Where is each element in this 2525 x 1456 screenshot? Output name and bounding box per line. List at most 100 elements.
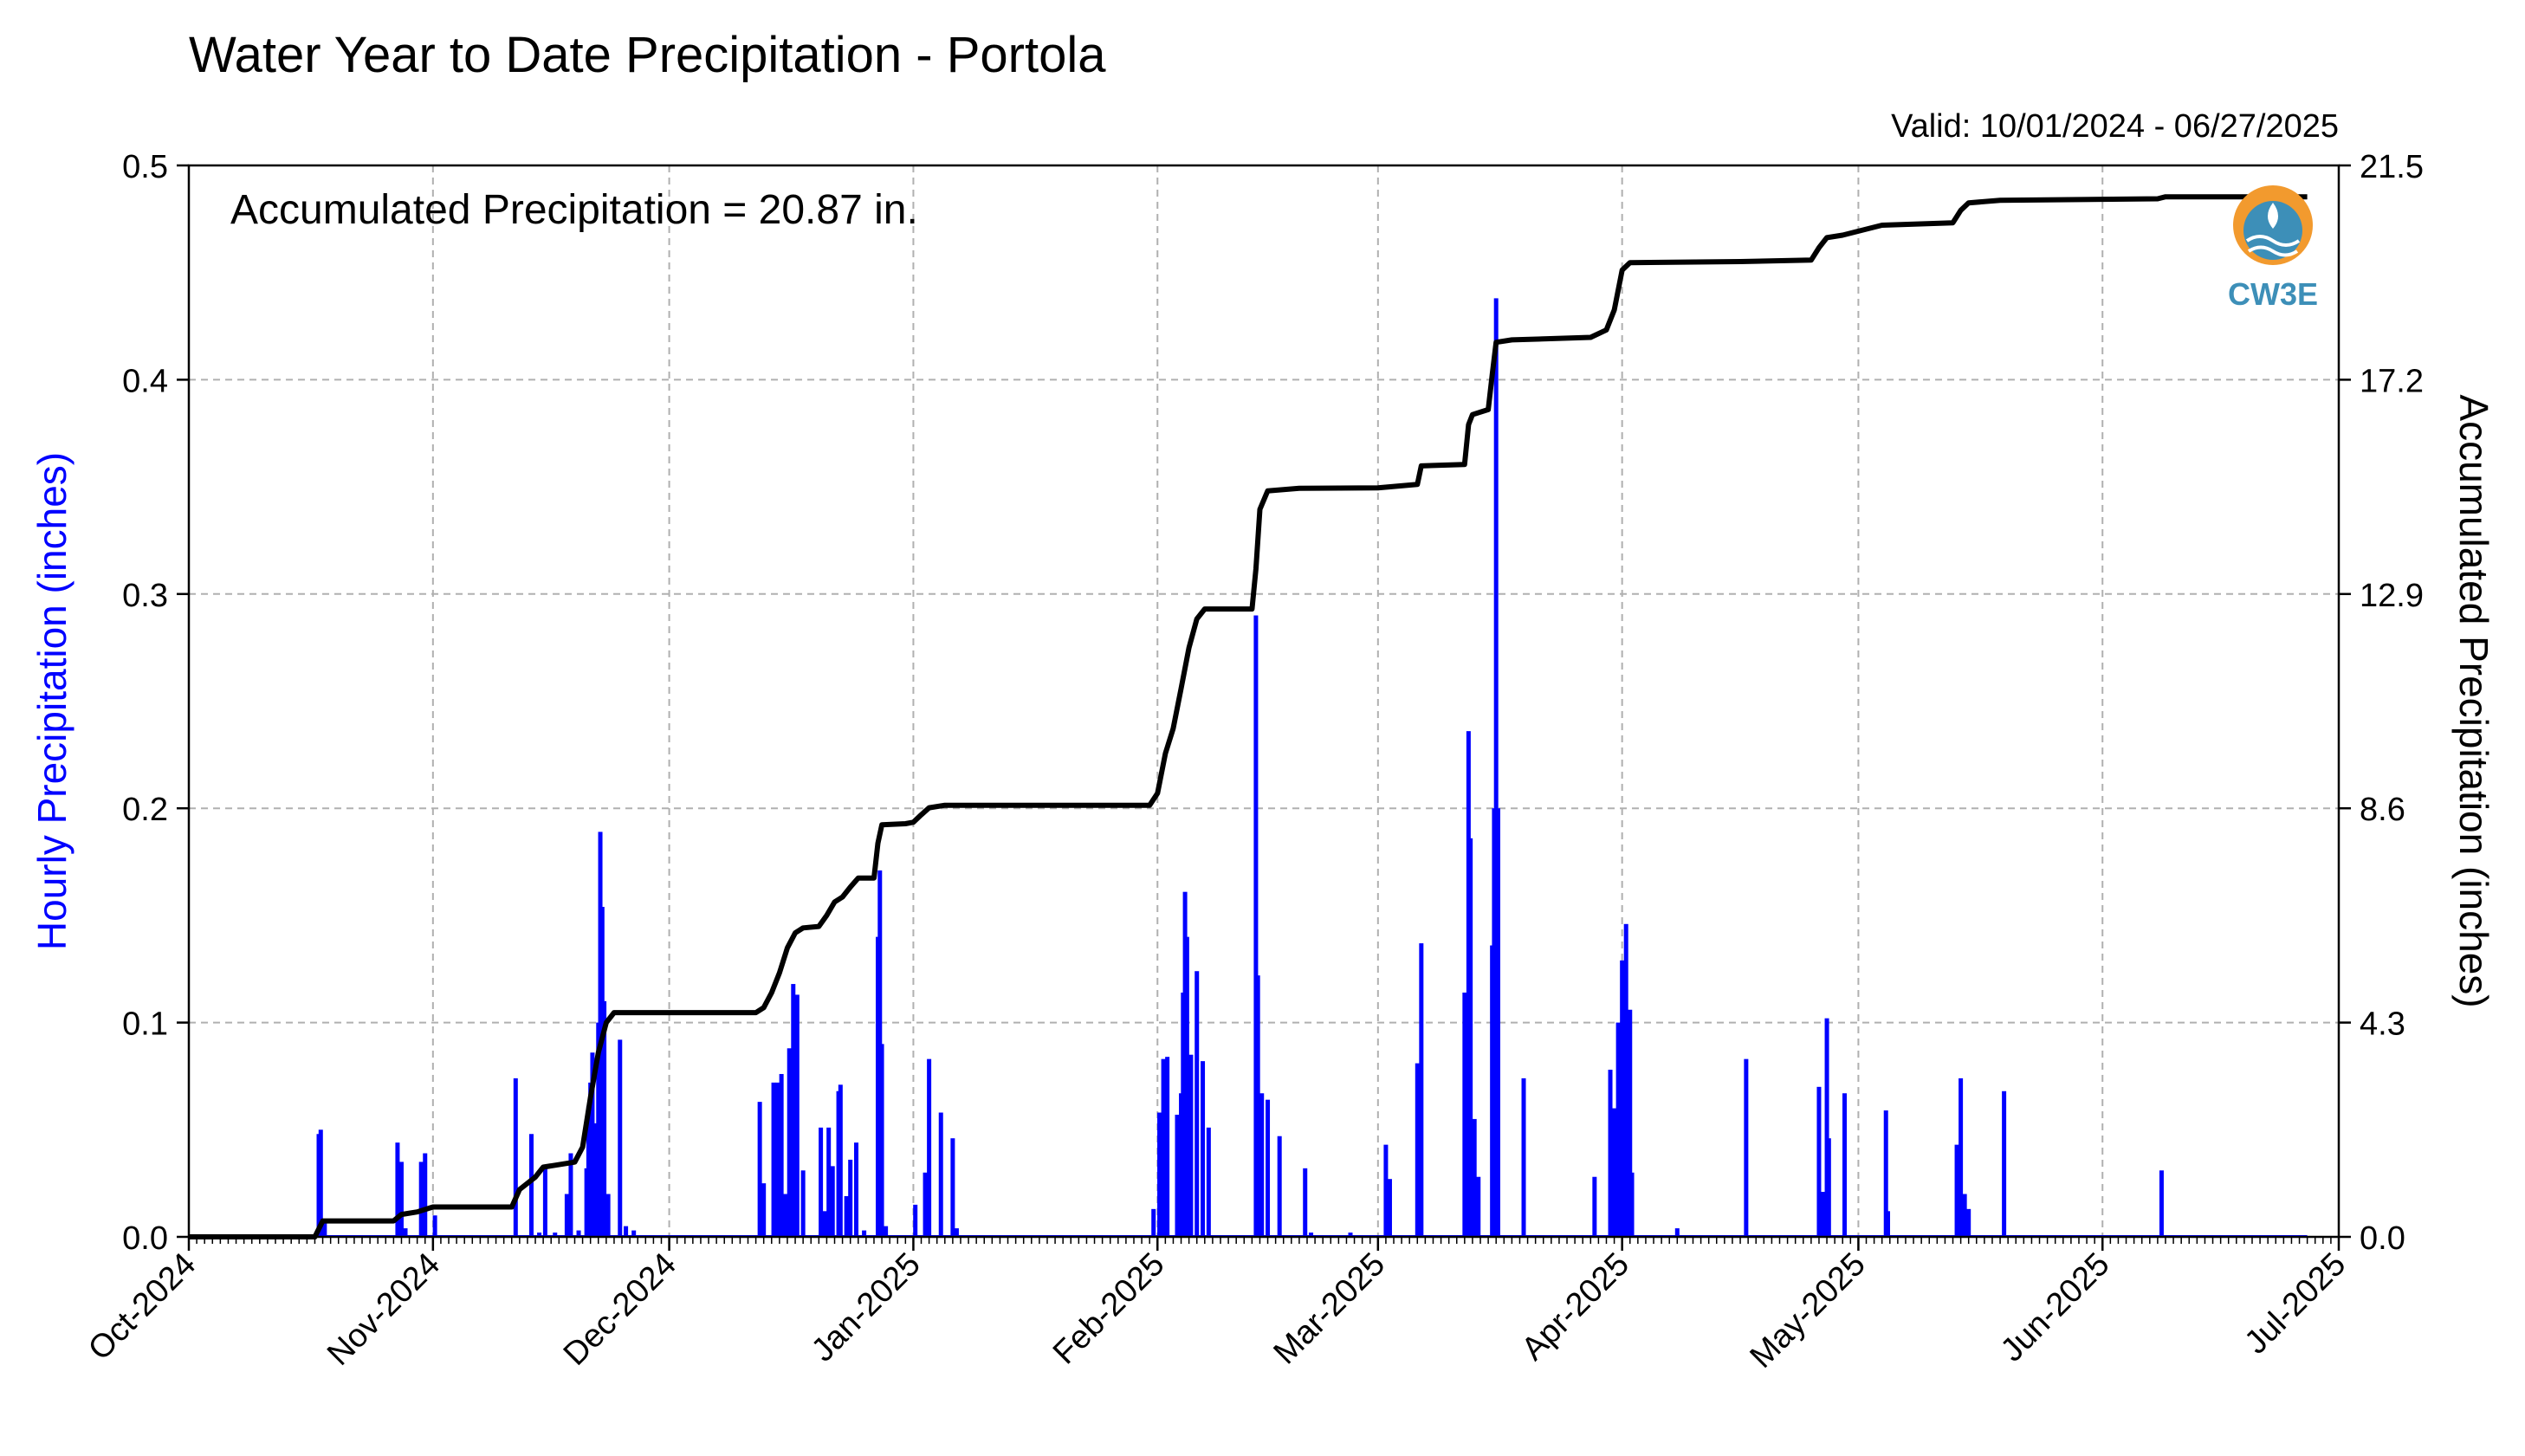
hourly-bar: [602, 1000, 607, 1237]
hourly-bar: [605, 1194, 611, 1237]
x-tick-label: Mar-2025: [1266, 1246, 1392, 1372]
hourly-bar: [1883, 1110, 1888, 1237]
hourly-bar: [1255, 975, 1260, 1237]
hourly-bar: [879, 1044, 884, 1237]
hourly-bar: [830, 1166, 835, 1237]
hourly-bar: [1476, 1176, 1481, 1237]
hourly-bar: [862, 1230, 867, 1237]
hourly-bar: [1157, 1112, 1162, 1237]
hourly-bar: [542, 1166, 547, 1237]
hourly-bar: [822, 1211, 827, 1237]
plot-frame: [187, 164, 2340, 1239]
hourly-bar: [950, 1138, 955, 1237]
hourly-bar: [1253, 615, 1259, 1237]
y-axis-title-left: Hourly Precipitation (inches): [29, 452, 74, 950]
hourly-bar: [1674, 1228, 1680, 1237]
hourly-bar: [1592, 1176, 1597, 1237]
hourly-bar: [913, 1204, 918, 1237]
valid-date-range: Valid: 10/01/2024 - 06/27/2025: [1891, 108, 2339, 145]
hourly-bar: [576, 1230, 581, 1237]
hourly-bar: [1415, 1063, 1420, 1237]
logo-wave-icon: [2247, 245, 2299, 257]
x-tick-label: Dec-2024: [557, 1246, 683, 1373]
gridlines: [189, 165, 2339, 1237]
hourly-bar: [783, 1194, 788, 1237]
hourly-bar: [794, 994, 800, 1237]
hourly-bar: [1495, 808, 1500, 1237]
hourly-bar: [318, 1129, 323, 1237]
y-tick-label-left: 0.0: [122, 1220, 168, 1257]
hourly-bar: [618, 1039, 623, 1237]
hourly-bar: [1383, 1144, 1389, 1237]
hourly-bar: [1175, 1114, 1180, 1237]
hourly-bar: [771, 1082, 776, 1237]
hourly-bar: [1824, 1018, 1829, 1237]
hourly-bar: [568, 1153, 573, 1237]
hourly-bar: [1201, 1061, 1206, 1237]
y-tick-label-right: 12.9: [2360, 578, 2424, 614]
hourly-bar: [564, 1194, 569, 1237]
y-tick-label-right: 17.2: [2360, 363, 2424, 399]
hourly-bar: [1151, 1208, 1156, 1237]
hourly-bar: [418, 1162, 424, 1237]
x-tick-label: Oct-2024: [81, 1246, 203, 1368]
hourly-bar: [553, 1233, 558, 1237]
hourly-bar: [1826, 1138, 1831, 1237]
hourly-bar: [624, 1226, 629, 1237]
hourly-bar: [1462, 992, 1467, 1237]
hourly-bar: [1206, 1127, 1211, 1237]
hourly-bar: [1816, 1086, 1822, 1237]
hourly-bar: [1161, 1058, 1166, 1237]
hourly-bar: [757, 1102, 762, 1237]
hourly-bar: [1348, 1233, 1353, 1237]
hourly-bar: [819, 1127, 824, 1237]
hourly-bar: [590, 1052, 595, 1237]
hourly-bar: [1493, 298, 1499, 1238]
x-tick-label: Feb-2025: [1046, 1246, 1172, 1372]
y-tick-label-right: 8.6: [2360, 792, 2405, 828]
hourly-bar: [791, 984, 796, 1237]
hourly-bar: [1521, 1077, 1526, 1237]
y-tick-label-right: 4.3: [2360, 1006, 2405, 1043]
hourly-bar: [1387, 1179, 1392, 1237]
hourly-bar: [1962, 1194, 1967, 1237]
hourly-bar: [322, 1220, 327, 1237]
hourly-bar: [2159, 1170, 2164, 1237]
hourly-bar: [1629, 1172, 1635, 1237]
hourly-bar: [826, 1127, 832, 1237]
y-tick-label-left: 0.5: [122, 149, 168, 185]
hourly-bar: [513, 1077, 518, 1237]
hourly-bar: [2002, 1090, 2007, 1237]
hourly-bar: [1615, 1022, 1621, 1237]
chart-title: Water Year to Date Precipitation - Porto…: [189, 27, 1106, 83]
hourly-bar: [1886, 1211, 1891, 1237]
hourly-bar: [761, 1183, 767, 1237]
hourly-bar: [775, 1082, 780, 1237]
hourly-bar: [923, 1172, 928, 1237]
hourly-bar: [631, 1230, 637, 1237]
hourly-bar: [927, 1058, 932, 1237]
x-tick-label: Jun-2025: [1994, 1246, 2117, 1369]
hourly-bar: [787, 1048, 792, 1237]
hourly-bar: [528, 1134, 534, 1237]
logo-drop-icon: [2268, 203, 2278, 229]
hourly-bar: [1165, 1057, 1170, 1237]
hourly-bar: [1954, 1144, 1959, 1237]
hourly-bar: [1821, 1192, 1826, 1237]
hourly-bars: [189, 298, 2308, 1238]
hourly-bar: [844, 1195, 849, 1237]
hourly-bar: [537, 1233, 542, 1237]
hourly-bar: [432, 1215, 437, 1237]
accumulated-line: [189, 194, 2308, 1239]
accumulated-annotation: Accumulated Precipitation = 20.87 in.: [230, 187, 918, 233]
hourly-bar: [884, 1226, 889, 1237]
hourly-bar: [423, 1153, 428, 1237]
hourly-bar: [1623, 923, 1628, 1237]
hourly-bar: [1842, 1093, 1848, 1237]
hourly-bar: [1309, 1233, 1314, 1237]
x-tick-label: Jul-2025: [2238, 1246, 2353, 1362]
hourly-bar: [779, 1073, 784, 1237]
hourly-bar: [1744, 1058, 1749, 1237]
hourly-bar: [1472, 1118, 1477, 1237]
